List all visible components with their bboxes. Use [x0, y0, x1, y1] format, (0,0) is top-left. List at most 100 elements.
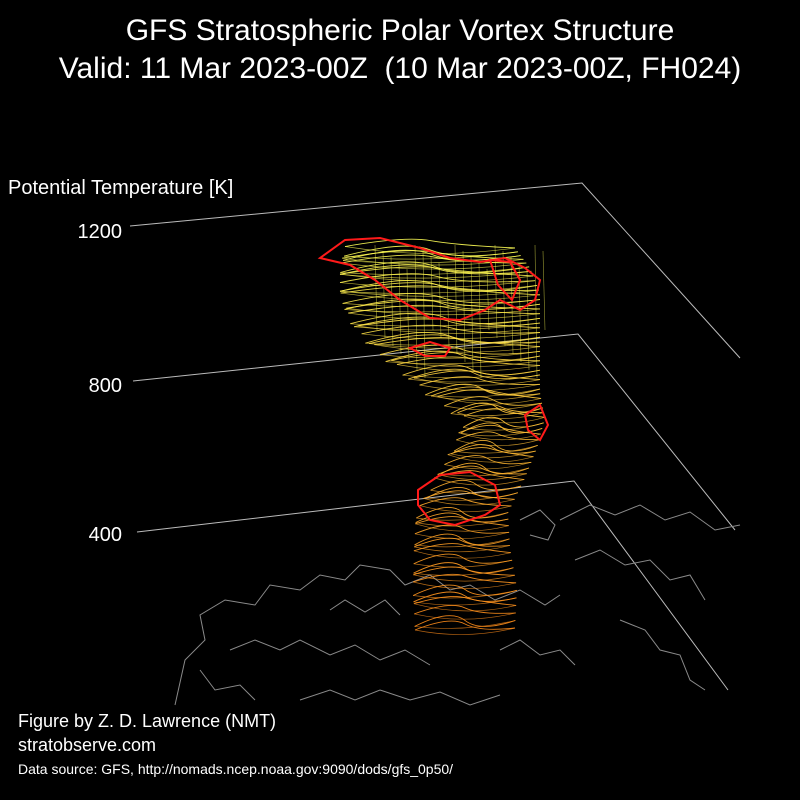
isosurface-contour — [414, 620, 516, 631]
isosurface-streak — [542, 250, 546, 331]
isosurface-contour — [419, 497, 512, 507]
z-tick-label: 400 — [89, 524, 122, 546]
z-tick-label: 800 — [89, 375, 122, 397]
isosurface-contour — [369, 341, 541, 349]
isosurface-streak — [462, 250, 466, 363]
isosurface-streak — [390, 256, 394, 347]
isosurface-streak — [438, 262, 442, 339]
isosurface-contour — [450, 444, 536, 455]
isosurface-contour — [425, 388, 541, 398]
isosurface-contour — [413, 562, 514, 574]
coastline-path — [499, 639, 576, 666]
isosurface-contour — [460, 428, 543, 437]
isosurface-contour — [413, 574, 515, 582]
isosurface-contour — [423, 490, 515, 500]
isosurface-contour — [414, 620, 516, 629]
isosurface-contour — [413, 567, 514, 576]
isosurface-contour — [413, 553, 513, 565]
isosurface-contour — [463, 422, 544, 431]
isosurface-contour — [414, 605, 516, 615]
isosurface-contour — [396, 364, 541, 372]
grid-plane-line — [136, 480, 729, 691]
isosurface-contour — [365, 331, 541, 344]
isosurface-contour — [451, 450, 536, 459]
isosurface-contour — [447, 447, 534, 458]
isosurface-contour — [430, 479, 522, 491]
isosurface-contour — [444, 402, 543, 411]
isosurface-contour — [385, 355, 541, 365]
isosurface-contour — [414, 545, 510, 553]
isosurface-contour — [346, 300, 541, 310]
data-source: Data source: GFS, http://nomads.ncep.noa… — [18, 761, 454, 777]
isosurface-streak — [478, 262, 482, 379]
isosurface-contour — [342, 299, 541, 308]
grid-planes — [129, 182, 741, 691]
isosurface-contour — [414, 612, 516, 620]
isosurface-contour — [379, 350, 541, 359]
chart-title: GFS Stratospheric Polar Vortex Structure… — [0, 12, 800, 88]
isosurface-contour — [419, 505, 512, 513]
isosurface-contour — [342, 293, 541, 304]
coastline-path — [619, 619, 706, 691]
coastline-path — [519, 509, 556, 541]
z-tick-label: 1200 — [78, 221, 123, 243]
coastline-path — [329, 599, 401, 616]
isosurface-contour — [385, 350, 541, 363]
vortex-edge-contours — [317, 236, 550, 527]
coastline-path — [229, 639, 431, 666]
isosurface-contour — [413, 537, 510, 548]
isosurface-contour — [430, 485, 522, 494]
isosurface-contour — [402, 369, 541, 379]
title-line-1: GFS Stratospheric Polar Vortex Structure — [125, 14, 675, 47]
isosurface-contour — [339, 285, 537, 294]
isosurface-streak — [534, 244, 538, 379]
isosurface-contour — [413, 550, 511, 559]
isosurface-contour — [340, 261, 530, 273]
isosurface-contour — [350, 318, 541, 327]
vortex-edge-contour — [417, 470, 502, 527]
isosurface-contour — [440, 462, 530, 475]
isosurface-contour — [450, 402, 544, 415]
isosurface-contour — [453, 445, 538, 454]
coastline-path — [174, 564, 561, 706]
isosurface-contour — [361, 332, 541, 340]
isosurface-contour — [413, 566, 515, 576]
isosurface-streak — [382, 250, 386, 339]
vortex-edge-contour — [407, 340, 452, 357]
isosurface-contour — [414, 531, 510, 540]
isosurface-contour — [416, 512, 509, 521]
isosurface-contour — [423, 498, 515, 506]
isosurface-contour — [437, 465, 527, 475]
isosurface-streak — [502, 250, 506, 347]
isosurface-streak — [526, 268, 530, 371]
isosurface-contour — [415, 516, 509, 527]
isosurface-contour — [426, 492, 518, 501]
isosurface-contour — [413, 589, 517, 599]
site-link[interactable]: stratobserve.com — [18, 735, 157, 755]
isosurface-contour — [437, 396, 542, 405]
coastline-path — [199, 669, 256, 701]
isosurface-contour — [413, 581, 517, 589]
isosurface-contour — [341, 262, 527, 270]
z-axis-label: Potential Temperature [K] — [8, 177, 233, 199]
isosurface-contour — [344, 298, 541, 310]
coastlines — [174, 504, 741, 706]
grid-plane-line — [132, 333, 736, 531]
isosurface-contour — [412, 573, 517, 584]
isosurface-contour — [415, 523, 509, 532]
author-credit: Figure by Z. D. Lawrence (NMT) — [18, 711, 277, 731]
vortex-isosurface — [339, 238, 546, 635]
isosurface-contour — [408, 374, 541, 383]
isosurface-contour — [414, 533, 510, 546]
title-line-2: Valid: 11 Mar 2023-00Z (10 Mar 2023-00Z,… — [58, 52, 742, 85]
isosurface-contour — [413, 597, 517, 606]
coastline-path — [574, 549, 706, 601]
isosurface-contour — [434, 477, 525, 486]
grid-plane-line — [129, 182, 741, 359]
isosurface-contour — [414, 627, 516, 635]
vortex-edge-contour — [523, 403, 550, 442]
isosurface-streak — [470, 256, 474, 371]
isosurface-streak — [398, 262, 402, 355]
isosurface-contour — [339, 270, 532, 279]
